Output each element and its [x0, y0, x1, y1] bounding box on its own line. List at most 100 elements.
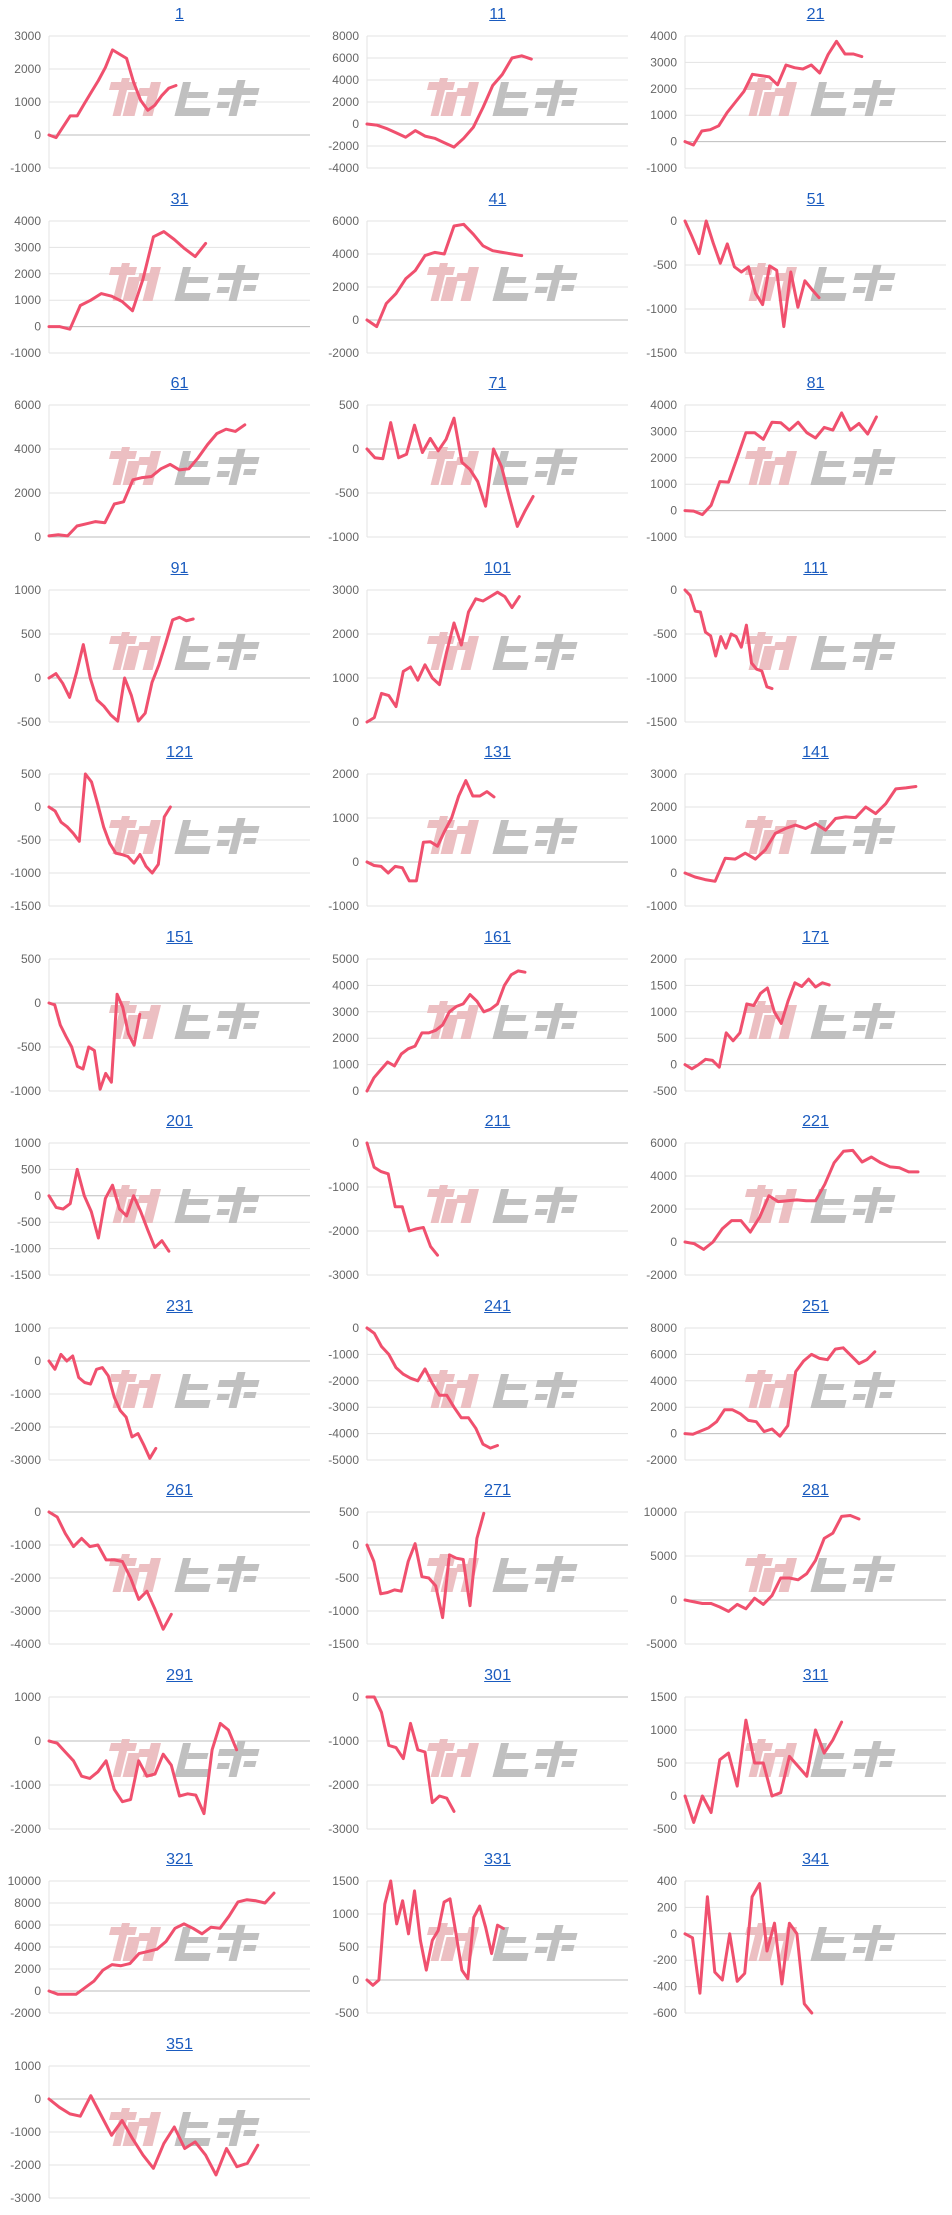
- chart-title-link[interactable]: 51: [806, 190, 825, 208]
- chart-title-link[interactable]: 331: [484, 1851, 511, 1868]
- y-tick-label: -4000: [10, 1637, 41, 1651]
- chart-title-link[interactable]: 291: [166, 1666, 193, 1684]
- chart-title-link[interactable]: 311: [802, 1666, 829, 1684]
- data-point: [854, 816, 857, 819]
- chart-title-link[interactable]: 301: [484, 1666, 511, 1684]
- data-point: [433, 250, 436, 254]
- chart-title-link[interactable]: 281: [802, 1482, 829, 1499]
- watermark-stroke: [228, 1740, 246, 1777]
- chart-title-link[interactable]: 221: [802, 1113, 829, 1130]
- chart-panel: -1500 -1000 -500 0 500 271: [318, 1476, 635, 1660]
- chart-title-link[interactable]: 91: [170, 559, 189, 577]
- data-point: [832, 1161, 836, 1164]
- line-chart: -500 0 500 1000 1500 2000: [650, 952, 946, 1098]
- chart-title-link[interactable]: 111: [803, 559, 828, 577]
- chart-title-link[interactable]: 231: [166, 1297, 193, 1315]
- data-point: [235, 1748, 238, 1751]
- chart-title-link[interactable]: 271: [484, 1482, 511, 1499]
- series-line: [365, 968, 527, 1092]
- data-point: [404, 136, 407, 139]
- chart-title-link[interactable]: 241: [484, 1297, 511, 1315]
- watermark-logo: [109, 78, 260, 116]
- data-point: [386, 1591, 389, 1594]
- data-point: [174, 84, 178, 87]
- data-point: [379, 1592, 382, 1595]
- chart-title-link[interactable]: 81: [806, 375, 825, 392]
- chart-title-link[interactable]: 211: [484, 1113, 511, 1130]
- watermark-stroke: [748, 1000, 766, 1039]
- chart-title-link[interactable]: 141: [802, 744, 829, 761]
- y-tick-label: 5000: [332, 952, 359, 966]
- data-point: [782, 324, 785, 328]
- y-tick-label: 4000: [650, 1373, 677, 1387]
- chart-title-link[interactable]: 171: [802, 928, 829, 946]
- data-point: [395, 1922, 398, 1926]
- data-point: [145, 1774, 149, 1777]
- data-point: [697, 251, 701, 255]
- data-point: [779, 421, 782, 424]
- chart-title-link[interactable]: 101: [484, 559, 511, 577]
- data-point: [898, 1166, 901, 1169]
- watermark-stroke: [430, 447, 448, 485]
- data-point: [387, 693, 390, 697]
- y-tick-label: 0: [352, 1136, 359, 1150]
- chart-title-link[interactable]: 41: [488, 190, 507, 208]
- data-point: [823, 1183, 826, 1186]
- line-chart: -500 0 500 1000: [14, 583, 310, 729]
- data-point: [95, 1367, 98, 1370]
- chart-title-link[interactable]: 151: [166, 928, 193, 946]
- chart-title-link[interactable]: 1: [175, 6, 184, 23]
- watermark-stroke: [748, 1738, 766, 1777]
- watermark-stroke: [112, 1369, 130, 1408]
- watermark-stroke: [546, 264, 564, 301]
- chart-title-link[interactable]: 61: [170, 375, 189, 392]
- data-point: [379, 865, 383, 868]
- data-point: [97, 1236, 100, 1240]
- watermark-stroke: [810, 1558, 828, 1592]
- y-tick-label: -1000: [10, 2125, 41, 2139]
- series-line: [365, 416, 535, 528]
- watermark-stroke: [534, 1024, 549, 1031]
- chart-title-link[interactable]: 71: [488, 375, 507, 392]
- chart-title-link[interactable]: 11: [489, 6, 506, 23]
- chart-title-link[interactable]: 31: [170, 190, 189, 208]
- watermark-stroke: [142, 1373, 162, 1408]
- chart-title-link[interactable]: 121: [166, 744, 193, 761]
- chart-title-link[interactable]: 21: [806, 6, 825, 23]
- chart-title-link[interactable]: 321: [166, 1851, 193, 1868]
- y-tick-label: -3000: [328, 1268, 359, 1282]
- watermark-logo: [109, 1369, 260, 1408]
- series-line: [47, 1721, 239, 1815]
- data-point: [796, 1578, 800, 1581]
- line-chart: -1000 0 1000 2000 3000: [10, 29, 310, 175]
- y-tick-label: 0: [352, 1690, 359, 1704]
- chart-title-link[interactable]: 341: [802, 1851, 829, 1868]
- watermark-stroke: [864, 818, 882, 854]
- chart-title-link[interactable]: 161: [484, 928, 511, 946]
- data-point: [54, 136, 58, 139]
- chart-title-link[interactable]: 201: [166, 1113, 193, 1130]
- data-point: [404, 277, 407, 280]
- y-tick-label: 8000: [14, 1896, 41, 1910]
- y-tick-label: 4000: [14, 214, 41, 228]
- data-point: [431, 676, 434, 679]
- data-point: [416, 1379, 419, 1382]
- y-tick-label: 500: [339, 398, 359, 412]
- y-tick-label: -200: [653, 1953, 677, 1967]
- data-point: [173, 237, 176, 241]
- watermark-stroke: [174, 846, 211, 854]
- data-point: [365, 1695, 369, 1698]
- y-tick-label: 1000: [332, 811, 359, 825]
- chart-title-link[interactable]: 131: [484, 744, 511, 761]
- watermark-stroke: [174, 1742, 192, 1777]
- watermark-stroke: [243, 1945, 257, 1951]
- chart-title-link[interactable]: 261: [166, 1482, 193, 1499]
- data-point: [54, 1206, 58, 1209]
- watermark-stroke: [112, 2107, 130, 2146]
- data-point: [460, 643, 463, 646]
- data-point: [402, 669, 405, 673]
- data-point: [394, 291, 398, 295]
- data-point: [272, 1891, 276, 1895]
- chart-title-link[interactable]: 251: [802, 1297, 829, 1315]
- chart-title-link[interactable]: 351: [166, 2035, 193, 2053]
